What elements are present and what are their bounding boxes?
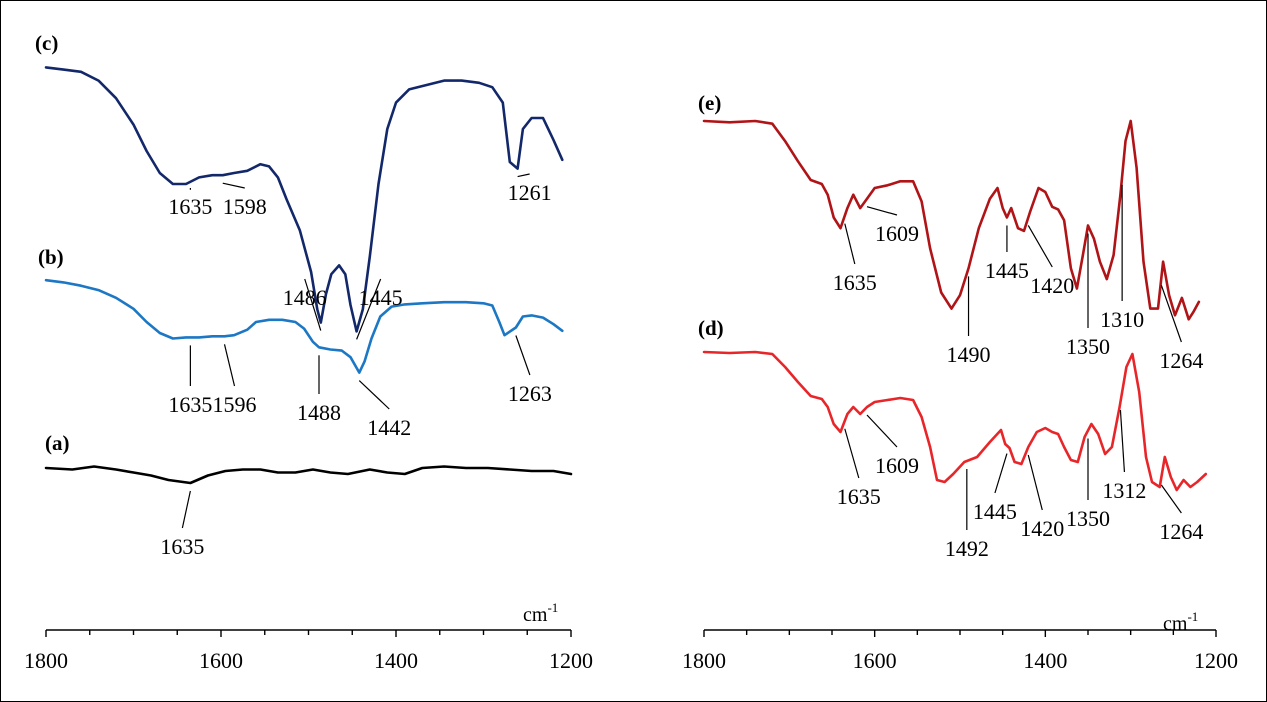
- x-tick-label: 1200: [1194, 648, 1238, 673]
- peak-label: 1312: [1102, 478, 1146, 503]
- peak-label: 1264: [1159, 519, 1203, 544]
- spectrum-curve-d: [702, 350, 1208, 492]
- peak-leader-line: [515, 335, 531, 376]
- peak-label: 1310: [1100, 307, 1144, 332]
- peak-leader-line: [1160, 484, 1182, 514]
- peak-leader-line: [517, 173, 530, 178]
- peak-label: 1598: [223, 194, 267, 219]
- peak-label: 1264: [1159, 348, 1203, 373]
- x-tick-label: 1800: [24, 648, 68, 673]
- peak-label: 1635: [160, 534, 204, 559]
- peak-label: 1635: [837, 484, 881, 509]
- peak-leader-line: [1027, 454, 1043, 511]
- peak-leader-line: [1160, 285, 1182, 343]
- peak-leader-line: [844, 223, 856, 265]
- peak-label: 1492: [945, 536, 989, 561]
- peak-label: 1442: [367, 415, 411, 440]
- peak-leader-line: [844, 428, 860, 479]
- x-axis-unit-label: cm-1: [523, 600, 558, 626]
- peak-label: 1490: [947, 342, 991, 367]
- peak-label: 1488: [297, 400, 341, 425]
- x-axis-unit-label: cm-1: [1163, 609, 1198, 635]
- peak-leader-line: [222, 182, 245, 189]
- spectrum-curve-c: [44, 66, 564, 333]
- peak-label: 1445: [985, 258, 1029, 283]
- spectrum-curve-b: [44, 278, 564, 374]
- peak-label: 1261: [508, 180, 552, 205]
- peak-label: 1445: [359, 285, 403, 310]
- peak-label: 1350: [1066, 506, 1110, 531]
- peak-label: 1420: [1020, 516, 1064, 541]
- x-tick-label: 1600: [199, 648, 243, 673]
- peak-leader-line: [181, 490, 191, 529]
- peak-label: 1596: [213, 392, 257, 417]
- peak-leader-line: [1027, 225, 1053, 268]
- peak-label: 1350: [1066, 334, 1110, 359]
- x-tick-label: 1400: [374, 648, 418, 673]
- x-tick-label: 1200: [549, 648, 593, 673]
- peak-label: 1635: [168, 392, 212, 417]
- peak-label: 1486: [283, 285, 327, 310]
- peak-label: 1635: [168, 194, 212, 219]
- spectrum-label-b: (b): [38, 245, 64, 269]
- x-axis-unit-superscript: -1: [547, 600, 558, 615]
- peak-label: 1609: [875, 221, 919, 246]
- peak-label: 1635: [833, 270, 877, 295]
- x-tick-label: 1400: [1023, 648, 1067, 673]
- peak-leader-line: [358, 380, 390, 410]
- peak-leader-line: [304, 278, 322, 331]
- peak-label: 1263: [508, 381, 552, 406]
- peak-leader-line: [866, 414, 898, 448]
- peak-leader-line: [223, 344, 236, 387]
- x-tick-label: 1800: [682, 648, 726, 673]
- peak-label: 1420: [1030, 273, 1074, 298]
- peak-label: 1609: [875, 453, 919, 478]
- peak-leader-line: [866, 206, 898, 216]
- peak-leader-line: [356, 278, 382, 340]
- chart-panel-right: 1800 1600 1400 1200 cm-1 (e) (d) 1635 1609 1490 14…: [682, 91, 1238, 673]
- spectrum-label-a: (a): [45, 431, 70, 455]
- spectrum-label-d: (d): [698, 316, 724, 340]
- spectrum-label-c: (c): [35, 31, 58, 55]
- spectrum-curve-e: [702, 119, 1201, 321]
- peak-leader-line: [1119, 409, 1126, 473]
- peak-label: 1445: [973, 499, 1017, 524]
- x-axis-unit-superscript: -1: [1187, 609, 1198, 624]
- spectrum-label-e: (e): [698, 91, 721, 115]
- spectrum-curve-a: [44, 465, 573, 485]
- x-tick-label: 1600: [853, 648, 897, 673]
- peak-leader-line: [994, 453, 1008, 494]
- chart-panel-left: 1800 1600 1400 1200 cm-1 (c) (b) (a) 1635 1598 148…: [24, 31, 593, 673]
